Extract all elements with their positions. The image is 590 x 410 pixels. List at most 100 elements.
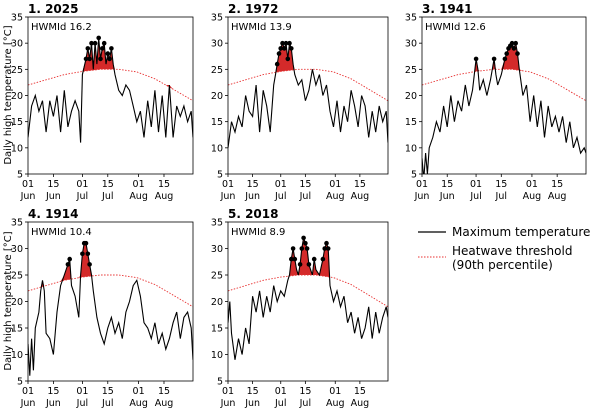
heatwave-day-marker xyxy=(67,256,72,262)
heatwave-day-marker xyxy=(504,51,510,56)
x-tick-label-month: Aug xyxy=(129,398,148,409)
x-tick-label-month: Aug xyxy=(326,191,345,202)
y-tick-label: 25 xyxy=(11,271,23,282)
y-tick-label: 35 xyxy=(11,13,23,24)
heatwave-day-marker xyxy=(107,56,112,62)
heatwave-day-marker xyxy=(324,240,329,246)
heatwave-day-marker xyxy=(283,40,289,46)
x-tick-label-month: Aug xyxy=(351,191,370,202)
y-tick-label: 5 xyxy=(17,170,23,181)
heatwave-day-marker xyxy=(299,246,305,251)
heatwave-day-marker xyxy=(282,46,287,51)
heatwave-day-marker xyxy=(278,46,284,51)
y-tick-label: 15 xyxy=(211,117,223,128)
heatwave-day-marker xyxy=(502,56,508,62)
y-tick-label: 20 xyxy=(211,297,223,308)
heatwave-day-marker xyxy=(301,235,306,241)
x-tick-label-day: 01 xyxy=(222,386,234,397)
heatwave-day-marker xyxy=(87,262,92,267)
x-tick-label-month: Jun xyxy=(244,191,260,202)
y-tick-label: 10 xyxy=(11,143,23,154)
heatwave-day-marker xyxy=(491,56,497,62)
x-tick-label-day: 01 xyxy=(275,386,287,397)
x-tick-label-day: 01 xyxy=(133,386,145,397)
threshold-line xyxy=(27,68,194,102)
y-tick-label: 20 xyxy=(11,91,23,102)
x-tick-label-day: 15 xyxy=(158,179,170,190)
x-tick-label-month: Jul xyxy=(274,191,286,202)
x-tick-label-day: 15 xyxy=(102,179,114,190)
heatwave-day-marker xyxy=(322,246,328,251)
y-tick-label: 15 xyxy=(11,117,23,128)
y-tick-label: 25 xyxy=(405,65,417,76)
x-tick-label-month: Jul xyxy=(101,191,113,202)
heatwave-day-marker xyxy=(96,35,101,41)
y-axis-label-top: Daily high temperature [°C] xyxy=(3,25,14,164)
y-tick-label: 20 xyxy=(405,91,417,102)
y-axis-label-bottom: Daily high temperature [°C] xyxy=(3,231,14,370)
y-tick-label: 30 xyxy=(11,244,23,255)
heatwave-day-marker xyxy=(85,46,91,51)
heatwave-day-marker xyxy=(276,51,282,56)
plot-frame xyxy=(421,16,587,175)
legend-max-label: Maximum temperature xyxy=(452,225,590,239)
x-tick-label-month: Jul xyxy=(469,191,481,202)
x-tick-label-month: Jul xyxy=(101,398,113,409)
x-tick-label-day: 01 xyxy=(470,179,482,190)
x-tick-label-day: 15 xyxy=(354,179,366,190)
hwmid-annotation: HWMId 16.2 xyxy=(31,22,92,33)
y-tick-label: 10 xyxy=(211,143,223,154)
x-tick-label-month: Aug xyxy=(155,398,174,409)
y-tick-label: 10 xyxy=(405,143,417,154)
y-tick-label: 5 xyxy=(411,170,417,181)
x-tick-label-day: 01 xyxy=(329,179,341,190)
max-temperature-line xyxy=(28,242,193,376)
heatwave-day-marker xyxy=(100,46,105,51)
x-tick-label-month: Jun xyxy=(20,191,36,202)
max-temperature-line xyxy=(228,41,388,148)
x-tick-label-month: Jun xyxy=(20,398,36,409)
y-tick-label: 25 xyxy=(211,65,223,76)
panels: 510152025303501Jun15Jun01Jul15Jul01Aug15… xyxy=(11,2,587,409)
heatwave-day-marker xyxy=(511,46,517,51)
legend-threshold-sublabel: (90th percentile) xyxy=(452,258,553,272)
heatwave-day-marker xyxy=(101,40,107,46)
y-tick-label: 15 xyxy=(11,324,23,335)
heatwave-day-marker xyxy=(473,56,479,62)
panel-4: 510152025303501Jun15Jun01Jul15Jul01Aug15… xyxy=(11,207,194,409)
heatwave-day-marker xyxy=(274,61,280,67)
x-tick-label-month: Jun xyxy=(414,191,430,202)
y-tick-label: 10 xyxy=(11,350,23,361)
heatwave-day-marker xyxy=(320,256,326,262)
x-tick-label-day: 15 xyxy=(47,386,59,397)
panel-title: 5. 2018 xyxy=(228,207,278,221)
plot-frame xyxy=(27,221,194,382)
x-tick-label-month: Jul xyxy=(299,191,311,202)
max-temperature-line xyxy=(228,237,388,360)
x-tick-label-day: 15 xyxy=(247,386,259,397)
x-tick-label-month: Jun xyxy=(220,398,236,409)
y-tick-label: 30 xyxy=(211,244,223,255)
heatwave-day-marker xyxy=(65,262,71,267)
x-tick-label-month: Aug xyxy=(155,191,174,202)
y-tick-label: 25 xyxy=(11,65,23,76)
y-tick-label: 30 xyxy=(211,39,223,50)
x-tick-label-day: 15 xyxy=(47,179,59,190)
panel-title: 2. 1972 xyxy=(228,2,278,16)
x-tick-label-day: 15 xyxy=(158,386,170,397)
threshold-line xyxy=(227,274,389,308)
x-tick-label-month: Jul xyxy=(274,398,286,409)
x-tick-label-day: 15 xyxy=(495,179,507,190)
y-tick-label: 15 xyxy=(405,117,417,128)
heatwave-day-marker xyxy=(287,40,292,46)
x-tick-label-month: Jun xyxy=(45,398,61,409)
x-tick-label-day: 01 xyxy=(76,179,88,190)
threshold-line xyxy=(227,68,389,102)
heatwave-day-marker xyxy=(290,246,296,251)
heatwave-day-marker xyxy=(297,262,303,267)
x-tick-label-month: Jul xyxy=(76,398,88,409)
x-tick-label-month: Jul xyxy=(495,191,507,202)
heatwave-fill xyxy=(228,237,388,307)
heatwave-day-marker xyxy=(280,40,285,46)
